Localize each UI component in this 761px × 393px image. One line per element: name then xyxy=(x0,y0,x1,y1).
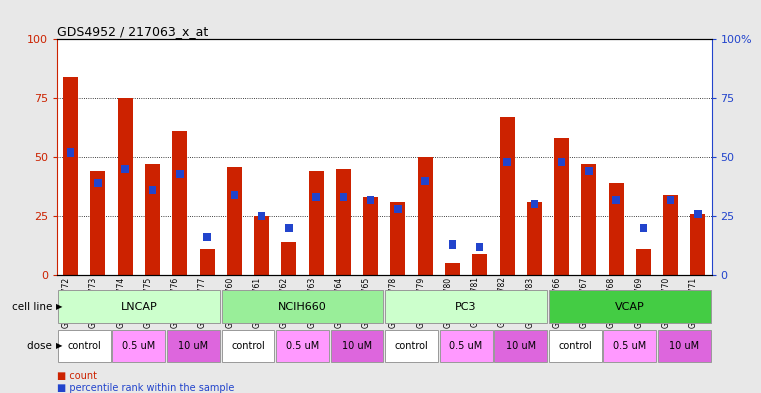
Text: GDS4952 / 217063_x_at: GDS4952 / 217063_x_at xyxy=(57,25,209,38)
Text: ■ percentile rank within the sample: ■ percentile rank within the sample xyxy=(57,383,234,393)
Bar xyxy=(113,330,165,362)
Bar xyxy=(122,165,129,173)
Bar xyxy=(658,330,711,362)
Bar xyxy=(145,164,160,275)
Text: control: control xyxy=(231,341,265,351)
Bar xyxy=(91,171,106,275)
Bar xyxy=(418,157,433,275)
Bar xyxy=(282,242,296,275)
Text: control: control xyxy=(395,341,428,351)
Bar xyxy=(231,191,238,199)
Bar xyxy=(603,330,656,362)
Bar xyxy=(309,171,323,275)
Bar xyxy=(554,138,569,275)
Bar xyxy=(254,216,269,275)
Bar xyxy=(449,240,457,248)
Bar xyxy=(94,179,102,187)
Text: 10 uM: 10 uM xyxy=(505,341,536,351)
Bar xyxy=(203,233,211,241)
Bar xyxy=(476,242,483,251)
Bar xyxy=(422,176,429,185)
Bar xyxy=(312,193,320,201)
Bar xyxy=(549,330,602,362)
Text: 0.5 uM: 0.5 uM xyxy=(123,341,155,351)
Text: 10 uM: 10 uM xyxy=(342,341,372,351)
Text: cell line: cell line xyxy=(12,301,56,312)
Bar xyxy=(694,209,702,218)
Bar xyxy=(581,164,597,275)
Bar xyxy=(339,193,347,201)
Bar xyxy=(385,330,438,362)
Bar xyxy=(445,263,460,275)
Bar xyxy=(494,330,547,362)
Bar xyxy=(503,158,511,166)
Bar xyxy=(167,330,220,362)
Bar xyxy=(176,169,183,178)
Text: control: control xyxy=(68,341,101,351)
Bar xyxy=(58,330,111,362)
Text: control: control xyxy=(559,341,592,351)
Bar xyxy=(609,183,623,275)
Bar xyxy=(221,330,275,362)
Bar xyxy=(221,290,384,323)
Bar xyxy=(440,330,492,362)
Text: NCIH660: NCIH660 xyxy=(278,301,327,312)
Bar xyxy=(663,195,678,275)
Bar xyxy=(473,254,487,275)
Bar xyxy=(667,195,674,204)
Bar xyxy=(549,290,711,323)
Bar xyxy=(63,77,78,275)
Bar xyxy=(336,169,351,275)
Text: 0.5 uM: 0.5 uM xyxy=(286,341,319,351)
Bar xyxy=(67,148,75,156)
Bar xyxy=(330,330,384,362)
Bar xyxy=(527,202,542,275)
Bar xyxy=(367,195,374,204)
Text: dose: dose xyxy=(27,341,56,351)
Bar xyxy=(585,167,593,175)
Bar xyxy=(390,202,406,275)
Bar xyxy=(499,117,514,275)
Text: 0.5 uM: 0.5 uM xyxy=(450,341,482,351)
Bar xyxy=(394,205,402,213)
Bar xyxy=(558,158,565,166)
Bar xyxy=(258,212,266,220)
Bar xyxy=(227,167,242,275)
Text: PC3: PC3 xyxy=(455,301,477,312)
Bar xyxy=(148,186,156,194)
Text: ■ count: ■ count xyxy=(57,371,97,381)
Bar xyxy=(118,98,132,275)
Text: VCAP: VCAP xyxy=(615,301,645,312)
Bar xyxy=(199,249,215,275)
Bar xyxy=(172,131,187,275)
Bar xyxy=(613,195,620,204)
Text: ▶: ▶ xyxy=(56,342,62,350)
Text: 0.5 uM: 0.5 uM xyxy=(613,341,646,351)
Bar xyxy=(530,200,538,208)
Text: 10 uM: 10 uM xyxy=(669,341,699,351)
Bar xyxy=(276,330,329,362)
Bar xyxy=(285,224,293,232)
Bar xyxy=(385,290,547,323)
Text: LNCAP: LNCAP xyxy=(120,301,158,312)
Text: ▶: ▶ xyxy=(56,302,62,311)
Bar xyxy=(58,290,220,323)
Text: 10 uM: 10 uM xyxy=(178,341,209,351)
Bar xyxy=(639,224,647,232)
Bar xyxy=(690,214,705,275)
Bar xyxy=(363,197,378,275)
Bar xyxy=(636,249,651,275)
